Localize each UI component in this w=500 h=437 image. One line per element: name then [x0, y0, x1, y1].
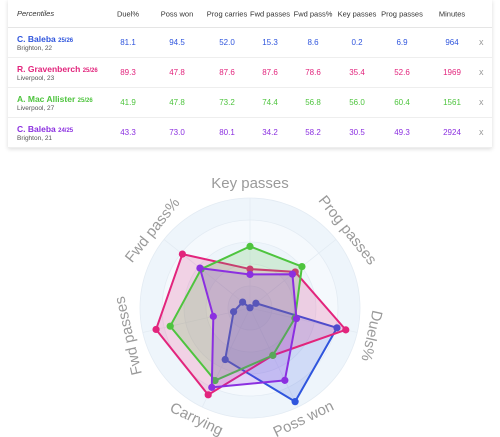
- data-point: [196, 264, 204, 272]
- data-point: [178, 250, 187, 258]
- value: 15.3: [262, 37, 278, 47]
- data-point: [298, 262, 306, 271]
- data-point: [211, 376, 219, 385]
- club: Liverpool, 27: [17, 105, 55, 112]
- data-point: [209, 312, 217, 320]
- data-point: [252, 299, 260, 307]
- value: 89.3: [120, 67, 136, 77]
- value: 58.2: [305, 127, 321, 137]
- value: 30.5: [349, 127, 365, 137]
- season: 25/26: [82, 68, 98, 74]
- radar-spoke: [163, 239, 251, 309]
- player-row: A. Mac Allister 25/26 Liverpool, 27 41.9 47…: [8, 88, 492, 118]
- value: 47.8: [169, 67, 185, 77]
- player-name: C. Baleba 25/26: [17, 34, 73, 44]
- data-point: [221, 355, 229, 364]
- player-row: C. Baleba 24/25 Brighton, 21 43.3 73.0 80.1 3…: [8, 118, 492, 148]
- remove-button[interactable]: x: [479, 66, 484, 77]
- axis-label: Key passes: [211, 175, 289, 192]
- value: 41.9: [120, 97, 136, 107]
- percentile-table: Percentiles Duel% Poss won Prog carries Fwd …: [8, 0, 492, 148]
- club: Liverpool, 23: [17, 75, 55, 82]
- club: Brighton, 22: [17, 45, 53, 52]
- season: 24/25: [58, 128, 74, 134]
- value: 35.4: [349, 67, 365, 77]
- player-name: R. Gravenberch 25/26: [17, 64, 98, 74]
- data-point: [166, 322, 174, 330]
- remove-button[interactable]: x: [479, 126, 484, 137]
- value: 56.8: [305, 97, 321, 107]
- value: 1561: [443, 97, 461, 107]
- remove-button[interactable]: x: [479, 36, 484, 47]
- header-cell: Fwd passes: [249, 9, 291, 18]
- data-point: [333, 324, 341, 332]
- value: 49.3: [394, 127, 410, 137]
- player-name: A. Mac Allister 25/26: [17, 94, 93, 104]
- club: Brighton, 21: [17, 135, 53, 142]
- header-cell: Fwd pass%: [293, 9, 333, 18]
- data-point: [281, 376, 289, 384]
- series-area: [198, 267, 298, 389]
- data-point: [246, 304, 254, 312]
- value: 87.6: [219, 67, 235, 77]
- name-text: A. Mac Allister: [17, 94, 76, 104]
- value: 80.1: [219, 127, 235, 137]
- value: 56.0: [349, 97, 365, 107]
- value: 73.2: [219, 97, 235, 107]
- value: 73.0: [169, 127, 185, 137]
- data-point: [208, 383, 216, 391]
- data-point: [246, 265, 254, 273]
- header-cell: Poss won: [160, 9, 194, 18]
- name-text: C. Baleba: [17, 34, 56, 44]
- header-cell: Duel%: [116, 9, 140, 18]
- data-point: [204, 391, 212, 399]
- header-cell: Prog carries: [206, 9, 248, 18]
- value: 87.6: [262, 67, 278, 77]
- value: 8.6: [307, 37, 319, 47]
- value: 81.1: [120, 37, 136, 47]
- value: 78.6: [305, 67, 321, 77]
- data-point: [269, 351, 277, 359]
- value: 43.3: [120, 127, 136, 137]
- player-row: C. Baleba 25/26 Brighton, 22 81.1 94.5 52.0 1…: [8, 28, 492, 58]
- season: 25/26: [77, 98, 93, 104]
- value: 52.6: [394, 67, 410, 77]
- value: 74.4: [262, 97, 278, 107]
- data-point: [292, 314, 301, 323]
- value: 6.9: [396, 37, 408, 47]
- value: 2924: [443, 127, 461, 137]
- data-point: [288, 270, 296, 278]
- header-cell: Key passes: [337, 9, 377, 18]
- player-name: C. Baleba 24/25: [17, 124, 73, 134]
- remove-button[interactable]: x: [479, 96, 484, 107]
- value: 1969: [443, 67, 461, 77]
- data-point: [239, 298, 247, 306]
- data-point: [229, 308, 238, 316]
- header-cell: Percentiles: [17, 9, 55, 18]
- data-point: [246, 242, 254, 250]
- data-point: [291, 398, 299, 406]
- axis-label: Duels%: [357, 309, 385, 363]
- name-text: R. Gravenberch: [17, 64, 81, 74]
- season: 25/26: [58, 38, 74, 44]
- value: 52.0: [219, 37, 235, 47]
- value: 60.4: [394, 97, 410, 107]
- player-row: R. Gravenberch 25/26 Liverpool, 23 89.3 47.…: [8, 58, 492, 88]
- value: 0.2: [351, 37, 363, 47]
- header-cell: Minutes: [438, 9, 466, 18]
- data-point: [152, 325, 160, 334]
- header-row: Percentiles Duel% Poss won Prog carries Fwd …: [8, 0, 492, 28]
- value: 34.2: [262, 127, 278, 137]
- value: 964: [445, 37, 459, 47]
- data-point: [246, 270, 254, 279]
- data-point: [342, 326, 350, 334]
- name-text: C. Baleba: [17, 124, 56, 134]
- value: 47.8: [169, 97, 185, 107]
- value: 94.5: [169, 37, 185, 47]
- header-cell: Prog passes: [381, 9, 423, 18]
